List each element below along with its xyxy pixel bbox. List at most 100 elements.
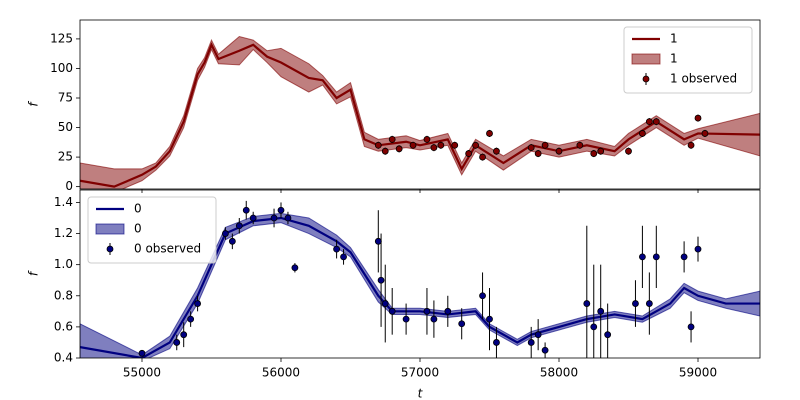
y-tick-label: 50 [58,120,73,134]
observed-point [479,292,486,300]
observed-point [701,130,709,137]
observed-point [555,147,563,155]
x-tick-label: 57000 [401,366,439,380]
observed-point [486,315,493,323]
y-axis-label: f [27,101,41,107]
observed-point [374,141,382,149]
observed-point [242,206,250,214]
observed-point [694,114,702,122]
legend-label: 0 observed [134,242,201,256]
observed-point [381,147,389,155]
observed-point [377,276,385,284]
observed-point [639,130,646,137]
x-tick-label: 55000 [123,366,161,380]
observed-point [625,147,632,155]
x-tick-label: 59000 [679,366,717,380]
observed-point [235,222,243,230]
observed-point [590,323,598,331]
observed-point [194,300,201,307]
legend: 1 1 1 observed [623,26,753,94]
observed-point [472,141,480,149]
y-tick-label: 0.4 [54,351,73,365]
y-tick-label: 0 [65,179,73,193]
observed-point [597,147,605,155]
observed-point [479,153,486,161]
observed-point [395,145,403,153]
legend-label: 0 [134,222,142,236]
observed-point [381,300,389,307]
legend: 0 0 0 observed [87,196,217,264]
y-axis-label: f [27,270,41,276]
y-tick-label: 75 [58,91,73,105]
observed-point [694,245,702,253]
legend-label: 1 [670,52,678,66]
mean-line [80,42,760,188]
observed-point [597,307,605,315]
observed-point [138,349,146,357]
observed-point [249,214,257,222]
observed-point [645,300,653,307]
observed-point [493,339,500,346]
observed-point [486,130,493,137]
observed-point [388,307,396,315]
observed-point [590,150,598,157]
observed-point [402,315,410,323]
observed-point [541,346,549,354]
observed-point [437,141,445,149]
legend-box [87,196,217,264]
observed-point [451,141,459,149]
observed-point [583,300,591,307]
observed-point [180,331,188,339]
observed-point [527,339,535,346]
y-tick-label: 100 [50,61,73,75]
y-tick-label: 1.4 [54,195,73,209]
legend-patch [95,223,125,235]
observed-point [604,331,612,339]
observed-point [430,315,438,323]
observed-point [645,118,653,126]
plot-area [80,200,760,358]
observed-point [374,237,382,245]
confidence-band [80,35,760,189]
observed-point [687,323,695,331]
legend-marker [106,245,114,253]
observed-point [423,307,431,315]
legend-marker [642,75,650,83]
observed-point [444,307,452,315]
plot-area [80,35,760,189]
legend-label: 0 [134,202,142,216]
observed-point [680,253,688,261]
observed-point [333,245,340,253]
observed-point [652,253,660,261]
y-tick-label: 125 [50,31,73,45]
observed-point [270,214,278,222]
observed-point [639,253,646,261]
observed-point [388,135,396,143]
observed-point [493,147,500,155]
observed-point [632,300,639,307]
observed-point [465,150,473,157]
observed-point [173,339,181,346]
observed-point [187,315,195,323]
y-tick-label: 0.6 [54,319,73,333]
observed-point [687,141,695,149]
observed-point [340,253,347,261]
y-tick-label: 25 [58,150,73,164]
observed-point [458,320,466,328]
observed-point [534,150,542,157]
x-tick-label: 56000 [262,366,300,380]
observed-point [228,237,236,245]
observed-point [652,118,660,126]
observed-point [527,144,535,152]
observed-point [221,230,229,237]
y-tick-label: 1.2 [54,226,73,240]
legend-label: 1 observed [670,72,737,86]
observed-point [534,331,542,339]
y-tick-label: 0.8 [54,288,73,302]
observed-point [291,264,299,272]
x-tick-label: 58000 [540,366,578,380]
observed-point [284,214,292,222]
observed-point [430,144,438,152]
legend-patch [631,53,661,65]
